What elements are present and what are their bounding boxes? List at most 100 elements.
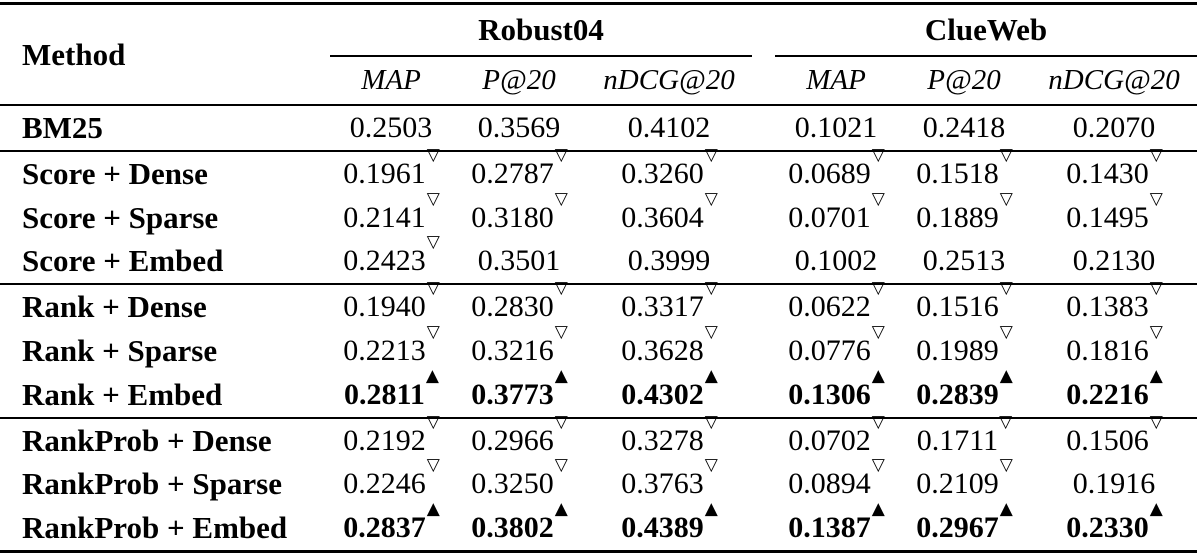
value-cell: 0.1430▽: [1066, 144, 1163, 190]
metric-value: 0.2216: [1066, 377, 1149, 411]
metric-value: 0.3999: [627, 244, 711, 278]
metric-value: 0.4302: [621, 377, 704, 411]
metric-value: 0.3250: [471, 467, 554, 501]
metric-value: 0.2423: [343, 244, 426, 278]
value-cell: 0.3604▽: [621, 188, 718, 234]
value-cell: 0.2513: [897, 239, 1031, 284]
metric-value: 0.1495: [1066, 200, 1149, 234]
metric-value: 0.1430: [1066, 156, 1149, 190]
value-cell: 0.3628▽: [621, 321, 718, 367]
group-header-robust04: Robust04: [330, 3, 752, 57]
metric-value: 0.0701: [788, 200, 871, 234]
table-section-baseline: BM25 0.2503 0.3569 0.4102 0.1021 0.2418 0.2070: [0, 105, 1197, 151]
value-cell: 0.1989▽: [916, 321, 1013, 367]
table-header: Method Robust04 ClueWeb MAP P@20 nDCG@20…: [0, 3, 1197, 105]
metric-value: 0.2130: [1072, 244, 1156, 278]
table-section-rank: Rank + Dense 0.1940▽ 0.2830▽ 0.3317▽ 0.0622▽…: [0, 278, 1197, 418]
metric-value: 0.3569: [477, 110, 561, 144]
table-row: Score + Dense 0.1961▽ 0.2787▽ 0.3260▽ 0.0689…: [0, 144, 1197, 196]
method-cell: Score + Embed: [22, 243, 224, 279]
metric-header-row: MAP P@20 nDCG@20 MAP P@20 nDCG@20: [0, 56, 1197, 105]
value-cell: 0.2330▲: [1066, 499, 1163, 545]
metric-value: 0.3180: [471, 200, 554, 234]
metric-value: 0.3501: [477, 244, 561, 278]
value-cell: 0.2141▽: [343, 188, 440, 234]
column-spacer: [752, 284, 775, 329]
metric-value: 0.2839: [916, 377, 999, 411]
metric-value: 0.1940: [343, 290, 426, 324]
metric-value: 0.2192: [343, 423, 426, 457]
value-cell: 0.2109▽: [916, 455, 1013, 501]
value-cell: 0.4102: [586, 105, 752, 151]
value-cell: 0.3999: [586, 239, 752, 284]
metric-value: 0.1506: [1066, 423, 1149, 457]
table-row: Rank + Dense 0.1940▽ 0.2830▽ 0.3317▽ 0.0622▽…: [0, 278, 1197, 329]
value-cell: 0.2503: [330, 105, 452, 151]
metric-value: 0.0689: [788, 156, 871, 190]
column-spacer: [752, 506, 775, 551]
value-cell: 0.2192▽: [343, 411, 440, 457]
metric-value: 0.3628: [621, 333, 704, 367]
metric-value: 0.1989: [916, 333, 999, 367]
value-cell: 0.4389▲: [621, 499, 718, 545]
metric-value: 0.0622: [788, 290, 871, 324]
metric-value: 0.2330: [1066, 511, 1149, 545]
column-spacer: [752, 462, 775, 506]
metric-value: 0.1383: [1066, 290, 1149, 324]
value-cell: 0.1916: [1031, 462, 1197, 506]
value-cell: 0.4302▲: [621, 365, 718, 411]
method-cell: Score + Sparse: [22, 199, 219, 235]
value-cell: 0.0702▽: [788, 411, 885, 457]
method-cell: Rank + Dense: [22, 289, 207, 325]
metric-value: 0.2141: [343, 200, 426, 234]
value-cell: 0.0776▽: [788, 321, 885, 367]
metric-value: 0.2837: [343, 511, 426, 545]
metric-header-robust04-ndcg20: nDCG@20: [603, 64, 735, 96]
value-cell: 0.2246▽: [343, 455, 440, 501]
metric-value: 0.3260: [621, 156, 704, 190]
metric-value: 0.3773: [471, 377, 554, 411]
value-cell: 0.2966▽: [471, 411, 568, 457]
metric-value: 0.1711: [916, 423, 999, 457]
metric-value: 0.1021: [794, 110, 878, 144]
metric-value: 0.2070: [1072, 110, 1156, 144]
value-cell: 0.3278▽: [621, 411, 718, 457]
table-section-rankprob: RankProb + Dense 0.2192▽ 0.2966▽ 0.3278▽ 0.0…: [0, 411, 1197, 552]
value-cell: 0.1889▽: [916, 188, 1013, 234]
value-cell: 0.2418: [897, 105, 1031, 151]
column-spacer: [752, 239, 775, 284]
value-cell: 0.1961▽: [343, 144, 440, 190]
value-cell: 0.3180▽: [471, 188, 568, 234]
value-cell: 0.2830▽: [471, 278, 568, 324]
metric-value: 0.3763: [621, 467, 704, 501]
value-cell: 0.1002: [775, 239, 897, 284]
metric-value: 0.1961: [343, 156, 426, 190]
value-cell: 0.0622▽: [788, 278, 885, 324]
table-row: Score + Sparse 0.2141▽ 0.3180▽ 0.3604▽ 0.070…: [0, 188, 1197, 240]
metric-header-robust04-p20: P@20: [482, 64, 556, 96]
method-cell: RankProb + Sparse: [22, 466, 282, 502]
value-cell: 0.2787▽: [471, 144, 568, 190]
table-row: BM25 0.2503 0.3569 0.4102 0.1021 0.2418 0.2070: [0, 105, 1197, 151]
metric-header-clueweb-p20: P@20: [927, 64, 1001, 96]
value-cell: 0.2837▲: [343, 499, 440, 545]
group-header-clueweb: ClueWeb: [775, 3, 1197, 57]
value-cell: 0.1518▽: [916, 144, 1013, 190]
value-cell: 0.1306▲: [788, 365, 885, 411]
value-cell: 0.2811▲: [344, 365, 439, 411]
metric-value: 0.0702: [788, 423, 871, 457]
value-cell: 0.1940▽: [343, 278, 440, 324]
method-cell: Rank + Sparse: [22, 332, 218, 368]
value-cell: 0.2213▽: [343, 321, 440, 367]
value-cell: 0.3569: [452, 105, 586, 151]
metric-header-clueweb-ndcg20: nDCG@20: [1048, 64, 1180, 96]
metric-value: 0.2109: [916, 467, 999, 501]
table-section-score: Score + Dense 0.1961▽ 0.2787▽ 0.3260▽ 0.0689…: [0, 144, 1197, 284]
value-cell: 0.2423▽: [343, 232, 440, 278]
column-spacer: [752, 373, 775, 418]
method-cell: Rank + Embed: [22, 376, 223, 412]
value-cell: 0.2839▲: [916, 365, 1013, 411]
metric-value: 0.2418: [922, 110, 1006, 144]
